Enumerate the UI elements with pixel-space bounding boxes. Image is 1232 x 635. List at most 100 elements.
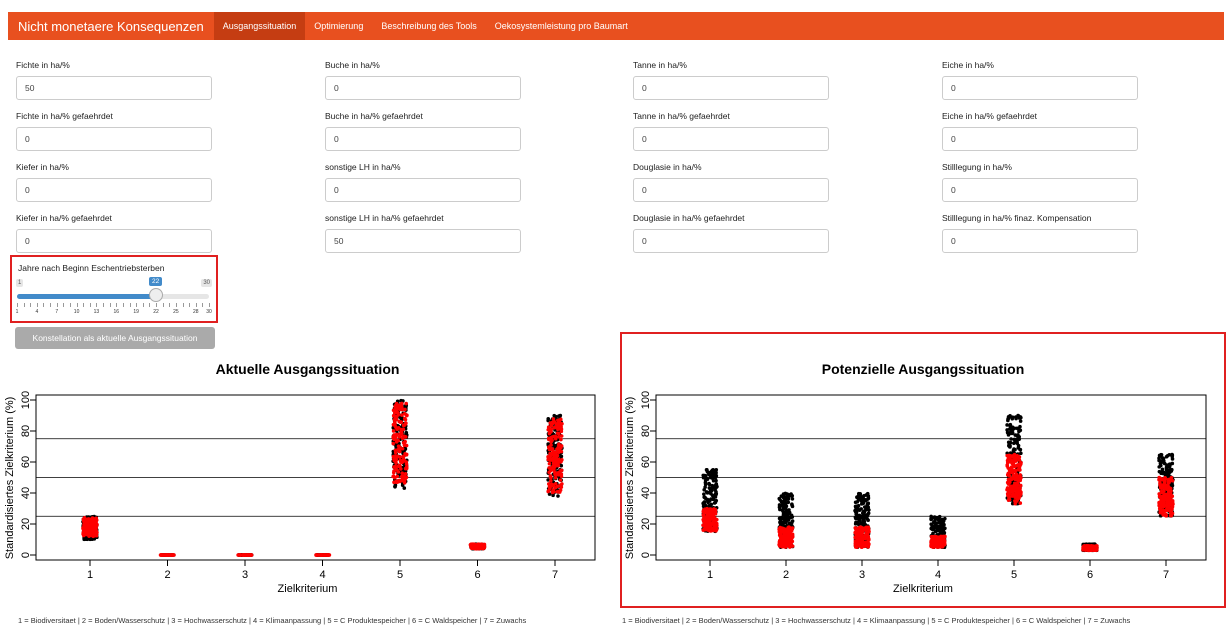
tab-optimierung[interactable]: Optimierung: [314, 21, 364, 31]
field-input[interactable]: 0: [16, 178, 212, 202]
data-point: [400, 483, 405, 487]
data-point: [547, 456, 552, 461]
data-point: [400, 413, 404, 417]
data-point: [701, 523, 705, 528]
tab-beschreibung[interactable]: Beschreibung des Tools: [381, 21, 477, 31]
field-input[interactable]: 0: [325, 127, 521, 151]
data-point: [779, 530, 783, 535]
field-label: Stilllegung in ha/%: [942, 162, 1012, 172]
data-point: [784, 495, 789, 500]
data-point: [393, 450, 398, 455]
data-point: [404, 401, 408, 406]
data-point: [1007, 431, 1012, 435]
data-point: [1164, 512, 1168, 517]
data-point: [560, 482, 564, 486]
data-point: [782, 504, 787, 508]
field-input[interactable]: 0: [325, 76, 521, 100]
data-point: [393, 405, 397, 410]
field-input[interactable]: 0: [942, 178, 1138, 202]
data-point: [393, 485, 397, 489]
field-input[interactable]: 0: [16, 229, 212, 253]
slider-tick: [202, 303, 204, 307]
data-point: [866, 540, 870, 545]
data-point: [778, 520, 782, 525]
y-tick-label: 60: [20, 456, 32, 468]
data-point: [929, 517, 933, 521]
slider-handle[interactable]: [149, 288, 164, 302]
field-14: Douglasie in ha/% gefaehrdet 0: [633, 213, 829, 253]
chart-aktuelle: Aktuelle Ausgangssituation 0 20 40 60 80 100 St…: [4, 361, 596, 595]
data-point: [1016, 480, 1020, 485]
field-input[interactable]: 0: [942, 229, 1138, 253]
slider-track[interactable]: [17, 294, 209, 299]
apply-constellation-button[interactable]: Konstellation als aktuelle Ausgangssitua…: [15, 327, 215, 349]
field-input[interactable]: 0: [942, 127, 1138, 151]
field-input[interactable]: 0: [633, 76, 829, 100]
data-point: [87, 518, 92, 523]
data-point: [1012, 437, 1017, 442]
data-point: [556, 494, 560, 498]
data-point: [705, 498, 710, 503]
field-input[interactable]: 0: [633, 127, 829, 151]
data-point: [1006, 440, 1011, 445]
y-tick-label: 0: [20, 552, 32, 558]
field-input[interactable]: 50: [325, 229, 521, 253]
data-point: [553, 436, 558, 441]
field-input[interactable]: 0: [633, 178, 829, 202]
field-input[interactable]: 0: [325, 178, 521, 202]
data-point: [403, 407, 407, 412]
slider-tick-label: 22: [153, 309, 159, 315]
tab-ausgangssituation[interactable]: Ausgangssituation: [213, 12, 306, 40]
y-tick-label: 20: [20, 518, 32, 530]
data-point: [391, 474, 396, 479]
data-point: [865, 532, 870, 537]
data-point: [785, 537, 789, 542]
field-3: Eiche in ha/% 0: [942, 60, 1138, 100]
data-point: [1157, 465, 1162, 469]
data-point: [779, 499, 784, 504]
slider-tick-label: 25: [173, 309, 179, 315]
data-point: [1014, 474, 1019, 478]
data-point: [1157, 477, 1162, 482]
field-input[interactable]: 0: [633, 229, 829, 253]
data-point: [933, 518, 937, 523]
data-point: [1169, 502, 1174, 507]
data-point: [554, 471, 559, 476]
field-label: Fichte in ha/%: [16, 60, 70, 70]
data-point: [399, 427, 403, 432]
slider-tick: [103, 303, 105, 307]
data-point: [787, 508, 791, 512]
field-input[interactable]: 0: [942, 76, 1138, 100]
data-point: [551, 450, 556, 454]
data-point: [1164, 466, 1169, 471]
field-input[interactable]: 0: [16, 127, 212, 151]
data-point: [560, 458, 564, 462]
data-point: [481, 545, 485, 550]
data-point: [1015, 426, 1019, 431]
data-point: [1169, 513, 1174, 518]
slider-tick: [169, 303, 171, 307]
data-point: [703, 482, 708, 487]
data-point: [1019, 415, 1023, 420]
data-point: [403, 439, 407, 444]
data-point: [1018, 428, 1023, 433]
data-point: [1008, 414, 1012, 418]
slider-tick: [56, 303, 58, 307]
data-point: [314, 553, 318, 557]
field-10: Douglasie in ha/% 0: [633, 162, 829, 202]
slider-tick: [116, 303, 118, 307]
slider-tick: [122, 303, 124, 307]
data-point: [553, 476, 558, 480]
data-point: [1017, 455, 1022, 459]
data-point: [1161, 456, 1166, 461]
data-point: [82, 517, 86, 522]
data-point: [712, 501, 717, 505]
field-label: Buche in ha/% gefaehrdet: [325, 111, 423, 121]
data-point: [866, 501, 871, 505]
data-point: [786, 515, 790, 520]
data-point: [555, 446, 560, 451]
tab-oekosystemleistung[interactable]: Oekosystemleistung pro Baumart: [494, 21, 628, 31]
data-point: [866, 544, 871, 549]
field-input[interactable]: 50: [16, 76, 212, 100]
app-title[interactable]: Nicht monetaere Konsequenzen: [18, 18, 204, 34]
